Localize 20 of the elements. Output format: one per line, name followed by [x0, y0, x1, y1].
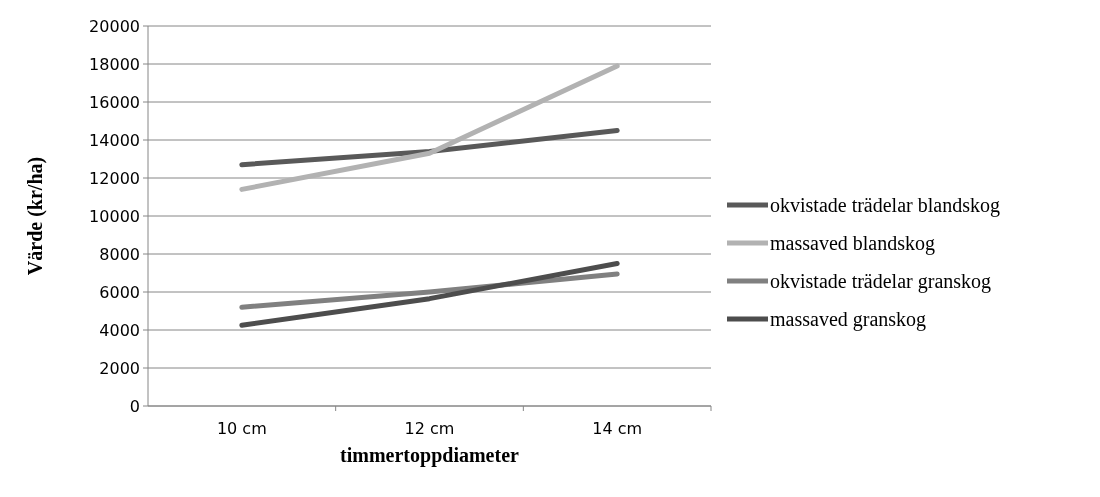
y-tick-label: 12000	[89, 168, 140, 188]
y-tick-label: 0	[129, 396, 140, 416]
legend-label: massaved blandskog	[770, 232, 935, 255]
y-tick-label: 8000	[99, 244, 140, 264]
y-tick-label: 16000	[89, 92, 140, 112]
y-tick-label: 18000	[89, 54, 140, 74]
y-tick-label: 14000	[89, 130, 140, 150]
legend-label: okvistade trädelar granskog	[770, 270, 992, 293]
x-axis-title: timmertoppdiameter	[340, 444, 520, 467]
y-tick-label: 10000	[89, 206, 140, 226]
x-tick-label: 10 cm	[216, 419, 267, 438]
x-tick-label: 12 cm	[404, 419, 455, 438]
legend-label: massaved granskog	[770, 308, 927, 331]
legend-label: okvistade trädelar blandskog	[770, 194, 1000, 217]
y-axis-title: Värde (kr/ha)	[24, 156, 47, 276]
y-tick-label: 20000	[89, 16, 140, 36]
y-tick-label: 4000	[99, 320, 140, 340]
y-tick-label: 2000	[99, 358, 140, 378]
x-tick-label: 14 cm	[592, 419, 643, 438]
y-tick-label: 6000	[99, 282, 140, 302]
